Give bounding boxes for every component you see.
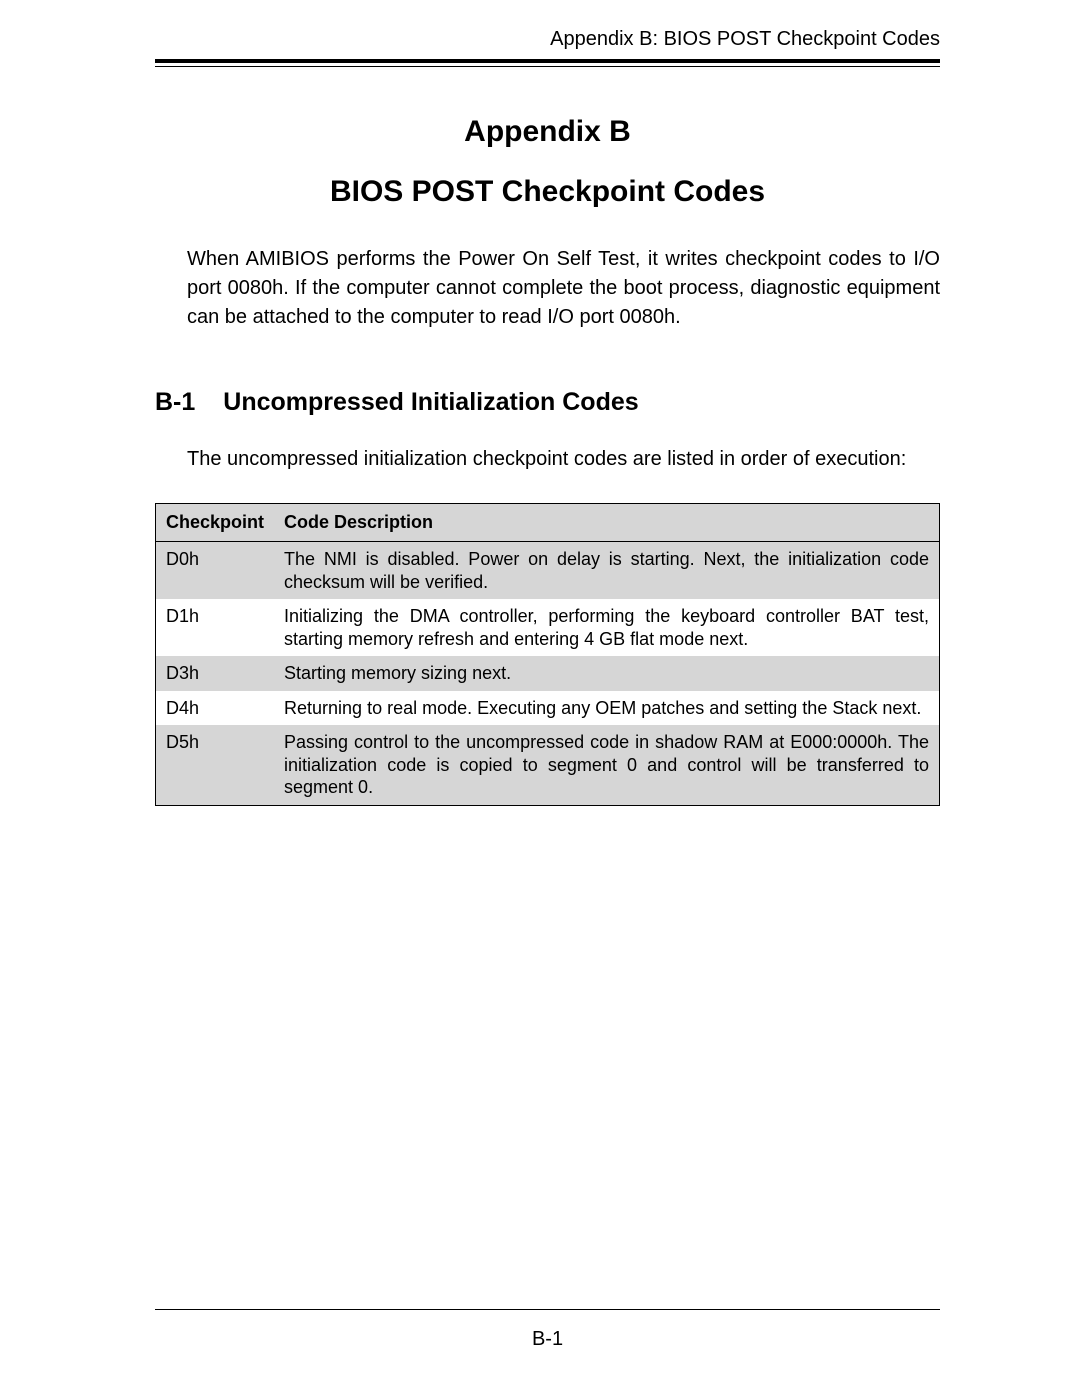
description-cell: Passing control to the uncompressed code…	[274, 725, 939, 805]
table-col-description: Code Description	[274, 504, 939, 542]
table-col-checkpoint: Checkpoint	[156, 504, 275, 542]
table-row: D1hInitializing the DMA controller, perf…	[156, 599, 940, 656]
title-block: Appendix B BIOS POST Checkpoint Codes	[155, 115, 940, 209]
checkpoint-cell: D1h	[156, 599, 275, 656]
checkpoint-table: Checkpoint Code Description D0hThe NMI i…	[155, 503, 940, 806]
footer-rule	[155, 1309, 940, 1310]
description-cell: Initializing the DMA controller, perform…	[274, 599, 939, 656]
checkpoint-cell: D0h	[156, 542, 275, 600]
intro-paragraph: When AMIBIOS performs the Power On Self …	[187, 245, 940, 332]
page-footer: B-1	[155, 1309, 940, 1351]
table-row: D3hStarting memory sizing next.	[156, 656, 940, 691]
table-header-row: Checkpoint Code Description	[156, 504, 940, 542]
description-cell: Starting memory sizing next.	[274, 656, 939, 691]
checkpoint-cell: D3h	[156, 656, 275, 691]
checkpoint-cell: D5h	[156, 725, 275, 805]
checkpoint-cell: D4h	[156, 691, 275, 726]
title-line-1: Appendix B	[155, 115, 940, 149]
section-title: Uncompressed Initialization Codes	[223, 388, 638, 416]
section-heading: B-1 Uncompressed Initialization Codes	[155, 388, 940, 417]
description-cell: The NMI is disabled. Power on delay is s…	[274, 542, 939, 600]
table-row: D4hReturning to real mode. Executing any…	[156, 691, 940, 726]
section-body: The uncompressed initialization checkpoi…	[187, 445, 940, 473]
page-content: Appendix B: BIOS POST Checkpoint Codes A…	[0, 0, 1080, 806]
table-row: D5hPassing control to the uncompressed c…	[156, 725, 940, 805]
table-row: D0hThe NMI is disabled. Power on delay i…	[156, 542, 940, 600]
running-head: Appendix B: BIOS POST Checkpoint Codes	[155, 28, 940, 57]
section-number: B-1	[155, 388, 195, 417]
title-line-2: BIOS POST Checkpoint Codes	[155, 175, 940, 209]
page-number: B-1	[155, 1328, 940, 1351]
description-cell: Returning to real mode. Executing any OE…	[274, 691, 939, 726]
header-rule-thick	[155, 59, 940, 63]
header-rule-thin	[155, 66, 940, 67]
